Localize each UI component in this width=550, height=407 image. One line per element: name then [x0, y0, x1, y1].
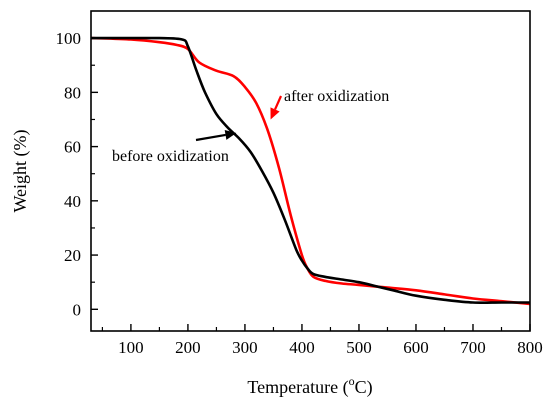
x-axis-title-superscript: o [349, 374, 355, 388]
y-tick-label-40: 40 [64, 192, 81, 211]
annotation-arrowhead-after [270, 107, 280, 120]
x-tick-label-200: 200 [175, 338, 201, 357]
x-axis-title-part2: C) [355, 377, 373, 398]
y-axis-title: Weight (%) [10, 129, 31, 212]
series-line-after-oxidization [91, 36, 530, 306]
annotation-before: before oxidization [112, 129, 237, 165]
x-tick-label-500: 500 [346, 338, 372, 357]
annotation-label-before: before oxidization [112, 148, 229, 165]
plot-frame [90, 10, 531, 332]
annotation-arrowhead-before [224, 129, 237, 140]
annotation-label-after: after oxidization [284, 88, 389, 105]
y-tick-label-80: 80 [64, 83, 81, 102]
x-axis-title: Temperature (oC) [247, 374, 372, 398]
annotation-after: after oxidization [270, 88, 389, 120]
x-tick-label-300: 300 [232, 338, 258, 357]
x-tick-label-800: 800 [517, 338, 543, 357]
ticks-layer: 100 200 300 400 500 600 700 800 0 20 40 60 80 100 [56, 29, 543, 357]
y-tick-label-100: 100 [56, 29, 82, 48]
x-tick-label-700: 700 [460, 338, 486, 357]
annotation-arrow-before [195, 133, 226, 142]
x-tick-label-600: 600 [403, 338, 429, 357]
y-tick-label-20: 20 [64, 246, 81, 265]
x-tick-label-100: 100 [118, 338, 144, 357]
x-tick-label-400: 400 [289, 338, 315, 357]
x-axis-title-part1: Temperature ( [247, 377, 348, 398]
series-line-before-oxidization [91, 36, 530, 305]
series-layer [91, 36, 530, 306]
annotation-arrow-after [274, 95, 283, 110]
y-tick-label-0: 0 [73, 300, 82, 319]
y-tick-label-60: 60 [64, 138, 81, 157]
